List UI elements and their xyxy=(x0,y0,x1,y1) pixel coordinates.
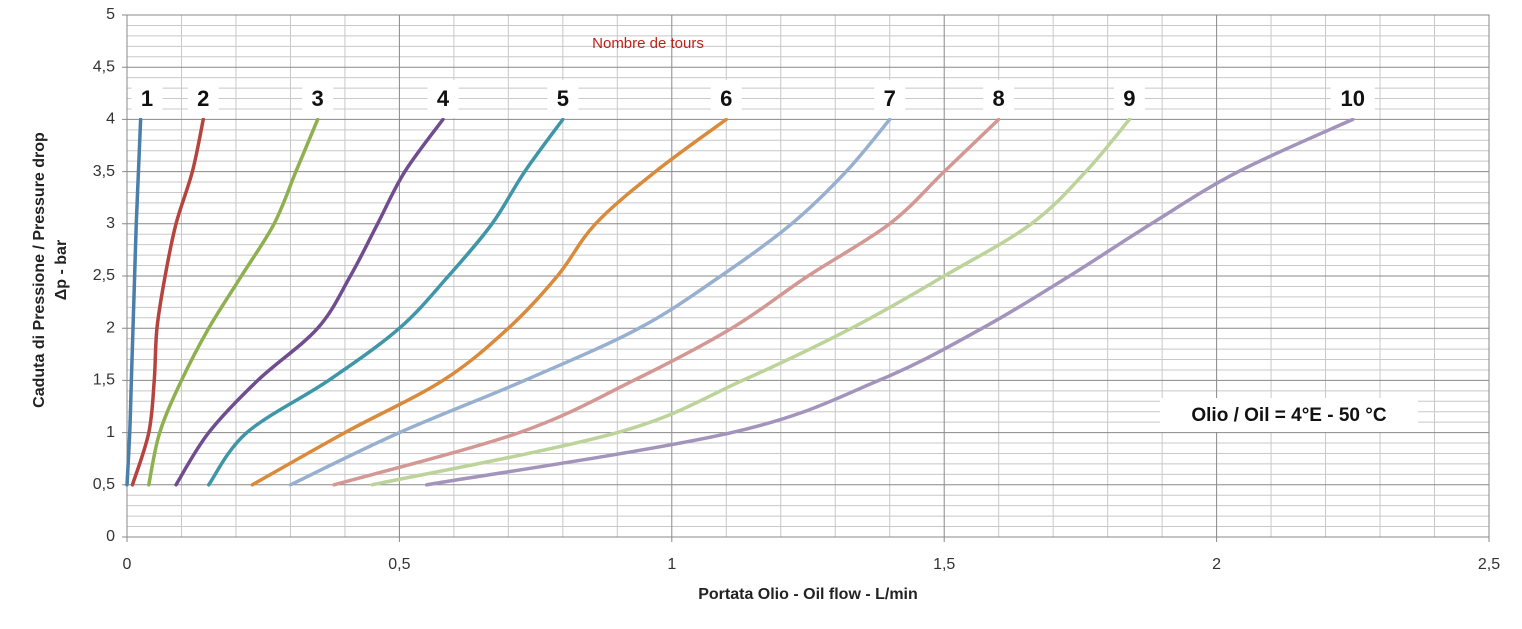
y-tick-label: 0,5 xyxy=(93,476,115,493)
series-label-box xyxy=(427,80,459,118)
series-line xyxy=(250,117,729,487)
series-line xyxy=(147,117,320,487)
y-tick-label: 0 xyxy=(106,528,115,545)
series-line xyxy=(288,117,892,487)
series-line xyxy=(424,117,1355,487)
series-label: 4 xyxy=(437,86,450,111)
x-tick-label: 0,5 xyxy=(388,556,410,573)
y-tick-label: 4,5 xyxy=(93,58,115,75)
series-line xyxy=(174,117,445,487)
x-tick-label: 1,5 xyxy=(933,556,955,573)
annotation-box xyxy=(1160,398,1418,432)
annotation: Olio / Oil = 4°E - 50 °C xyxy=(1191,405,1387,426)
y-tick-label: 1,5 xyxy=(93,372,115,389)
series-line xyxy=(206,117,565,487)
series-label-box xyxy=(983,80,1015,118)
y-tick-label: 2 xyxy=(106,319,115,336)
y-tick-label: 3,5 xyxy=(93,163,115,180)
x-axis-title: Portata Olio - Oil flow - L/min xyxy=(698,586,918,603)
y-tick-label: 1 xyxy=(106,424,115,441)
series-label-box xyxy=(874,80,906,118)
series-line xyxy=(370,117,1132,487)
x-tick-label: 1 xyxy=(667,556,676,573)
series-label: 2 xyxy=(197,86,209,111)
series-label: 1 xyxy=(141,86,153,111)
series-label-box xyxy=(1330,80,1375,118)
series-line xyxy=(125,117,143,487)
chart-title: Nombre de tours xyxy=(592,35,704,52)
y-tick-label: 5 xyxy=(106,6,115,23)
series-label: 6 xyxy=(720,86,732,111)
series-label: 10 xyxy=(1341,86,1365,111)
series-label-box xyxy=(710,80,742,118)
y-tick-label: 3 xyxy=(106,215,115,232)
plot: 1 2 3 4 5 6 7 8 9 10 xyxy=(125,80,1375,487)
series-label-box xyxy=(1113,80,1145,118)
x-tick-label: 2,5 xyxy=(1478,556,1500,573)
series-label: 7 xyxy=(884,86,896,111)
x-tick-label: 0 xyxy=(123,556,132,573)
series-label-box xyxy=(547,80,579,118)
series-label-box xyxy=(131,80,163,118)
series-line xyxy=(332,117,1001,487)
series-label: 5 xyxy=(557,86,569,111)
x-tick-label: 2 xyxy=(1212,556,1221,573)
series-label: 3 xyxy=(312,86,324,111)
y-tick-label: 2,5 xyxy=(93,267,115,284)
series-label: 9 xyxy=(1123,86,1135,111)
y-axis-title: Caduta di Pressione / Pressure drop xyxy=(31,132,48,408)
series-label-box xyxy=(302,80,334,118)
series-label: 8 xyxy=(993,86,1005,111)
y-axis-title: Δp - bar xyxy=(53,240,70,300)
y-tick-label: 4 xyxy=(106,111,115,128)
series-line xyxy=(130,117,206,487)
series-label-box xyxy=(187,80,219,118)
